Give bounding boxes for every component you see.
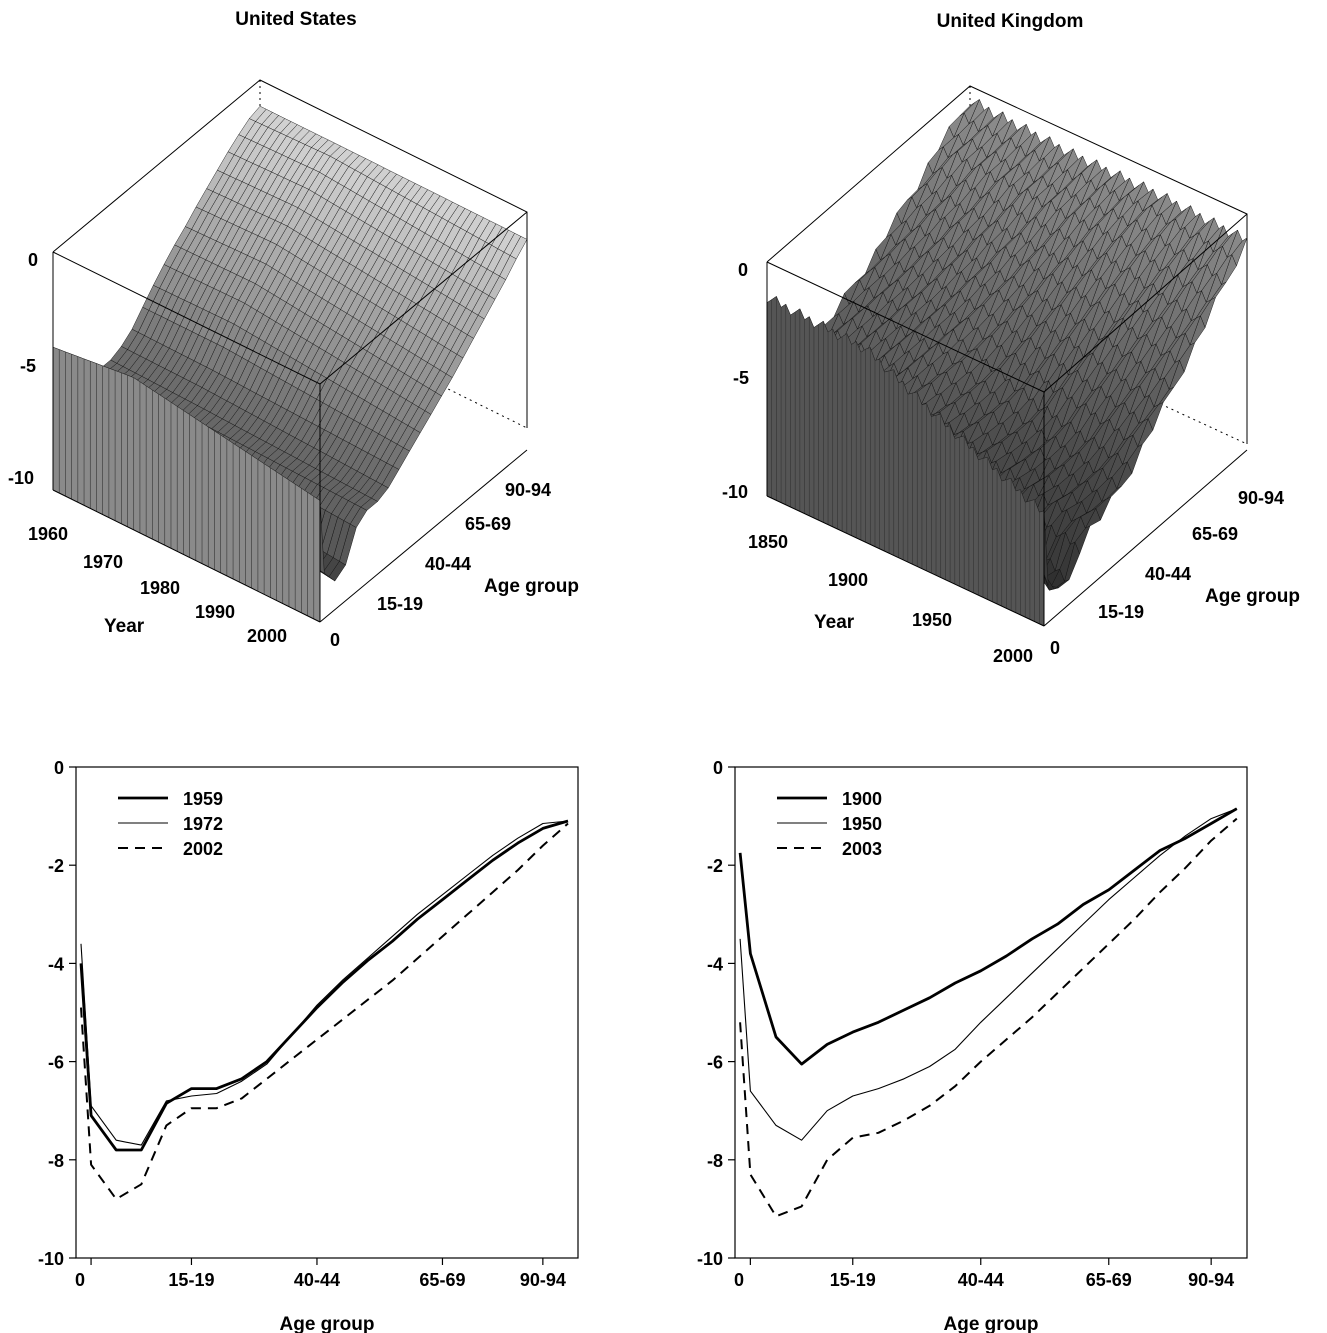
us-year-tick: 1970 bbox=[83, 552, 123, 572]
us-year-tick: 1980 bbox=[140, 578, 180, 598]
us-y-tick-label: -8 bbox=[48, 1151, 64, 1171]
us-series-line-1959 bbox=[79, 819, 569, 1152]
us-series-line-1972 bbox=[80, 820, 569, 1146]
uk-surface-title: United Kingdom bbox=[937, 11, 1084, 32]
us-age-label: Age group bbox=[484, 576, 579, 597]
uk-age-tick: 65-69 bbox=[1192, 524, 1238, 544]
us-legend-label: 2002 bbox=[183, 839, 223, 859]
uk-y-tick-label: -10 bbox=[697, 1249, 723, 1269]
uk-y-tick-label: -6 bbox=[707, 1053, 723, 1073]
us-x-tick-label: 65-69 bbox=[419, 1270, 465, 1290]
uk-y-tick-label: -2 bbox=[707, 856, 723, 876]
uk-box-front bbox=[766, 213, 1248, 627]
us-x-tick-label: 90-94 bbox=[520, 1270, 566, 1290]
uk-series-line-1950 bbox=[739, 808, 1237, 1141]
us-age-tick: 0 bbox=[330, 630, 340, 650]
uk-age-tick: 15-19 bbox=[1098, 602, 1144, 622]
uk-x-tick-label: 0 bbox=[734, 1270, 744, 1290]
uk-year-tick: 1950 bbox=[912, 610, 952, 630]
uk-year-label: Year bbox=[814, 612, 855, 633]
uk-surface-mesh bbox=[766, 98, 1248, 627]
us-x-tick-label: 0 bbox=[75, 1270, 85, 1290]
us-legend-label: 1959 bbox=[183, 789, 223, 809]
us-age-tick: 90-94 bbox=[505, 480, 551, 500]
uk-y-tick-label: -8 bbox=[707, 1151, 723, 1171]
uk-age-tick: 0 bbox=[1050, 638, 1060, 658]
uk-age-tick: 90-94 bbox=[1238, 488, 1284, 508]
us-y-tick-label: 0 bbox=[54, 758, 64, 778]
uk-legend-label: 1950 bbox=[842, 814, 882, 834]
us-surface-mesh bbox=[52, 105, 528, 623]
uk-age-tick: 40-44 bbox=[1145, 564, 1191, 584]
uk-legend-label: 1900 bbox=[842, 789, 882, 809]
uk-year-tick: 1900 bbox=[828, 570, 868, 590]
uk-z-tick: -10 bbox=[722, 482, 748, 502]
uk-year-tick: 2000 bbox=[993, 646, 1033, 666]
uk-x-tick-label: 65-69 bbox=[1086, 1270, 1132, 1290]
uk-legend-label: 2003 bbox=[842, 839, 882, 859]
uk-x-axis-label: Age group bbox=[944, 1314, 1039, 1333]
us-z-tick: -5 bbox=[20, 356, 36, 376]
us-legend-label: 1972 bbox=[183, 814, 223, 834]
uk-line-chart: 0 -2 -4 -6 -8 -10 0 15-19 40-44 65-69 90-94 Age gro… bbox=[697, 758, 1248, 1333]
us-year-tick: 2000 bbox=[247, 626, 287, 646]
us-x-tick-label: 40-44 bbox=[294, 1270, 340, 1290]
us-y-tick-label: -6 bbox=[48, 1053, 64, 1073]
us-age-tick: 40-44 bbox=[425, 554, 471, 574]
us-x-tick-label: 15-19 bbox=[168, 1270, 214, 1290]
uk-series-line-1900 bbox=[738, 807, 1238, 1066]
uk-series-line-2003 bbox=[739, 817, 1238, 1218]
uk-plot-frame bbox=[734, 766, 1248, 1259]
us-z-tick: 0 bbox=[28, 250, 38, 270]
us-y-tick-label: -2 bbox=[48, 856, 64, 876]
us-x-axis-label: Age group bbox=[280, 1314, 375, 1333]
us-plot-frame bbox=[75, 766, 579, 1259]
us-age-tick: 15-19 bbox=[377, 594, 423, 614]
us-z-tick: -10 bbox=[8, 468, 34, 488]
uk-surface-panel: United Kingdom 0 -5 -10 1850 1900 1950 2… bbox=[722, 11, 1300, 666]
us-year-tick: 1960 bbox=[28, 524, 68, 544]
us-line-chart: 0 -2 -4 -6 -8 -10 0 15-19 40-44 65-69 90-94 Age gro… bbox=[38, 758, 579, 1333]
uk-z-tick: -5 bbox=[733, 368, 749, 388]
uk-year-tick: 1850 bbox=[748, 532, 788, 552]
uk-y-tick-label: -4 bbox=[707, 954, 723, 974]
uk-y-tick-label: 0 bbox=[713, 758, 723, 778]
us-series-line-2002 bbox=[80, 822, 569, 1201]
uk-x-tick-label: 40-44 bbox=[958, 1270, 1004, 1290]
uk-x-tick-label: 90-94 bbox=[1188, 1270, 1234, 1290]
us-box-front bbox=[52, 211, 528, 623]
us-year-tick: 1990 bbox=[195, 602, 235, 622]
uk-x-tick-label: 15-19 bbox=[830, 1270, 876, 1290]
us-y-tick-label: -4 bbox=[48, 954, 64, 974]
us-y-tick-label: -10 bbox=[38, 1249, 64, 1269]
uk-z-tick: 0 bbox=[738, 260, 748, 280]
us-year-label: Year bbox=[104, 616, 145, 637]
us-surface-title: United States bbox=[235, 9, 356, 30]
us-surface-panel: United States 0 -5 -10 1960 1970 1980 19… bbox=[8, 9, 579, 650]
uk-age-label: Age group bbox=[1205, 586, 1300, 607]
us-age-tick: 65-69 bbox=[465, 514, 511, 534]
